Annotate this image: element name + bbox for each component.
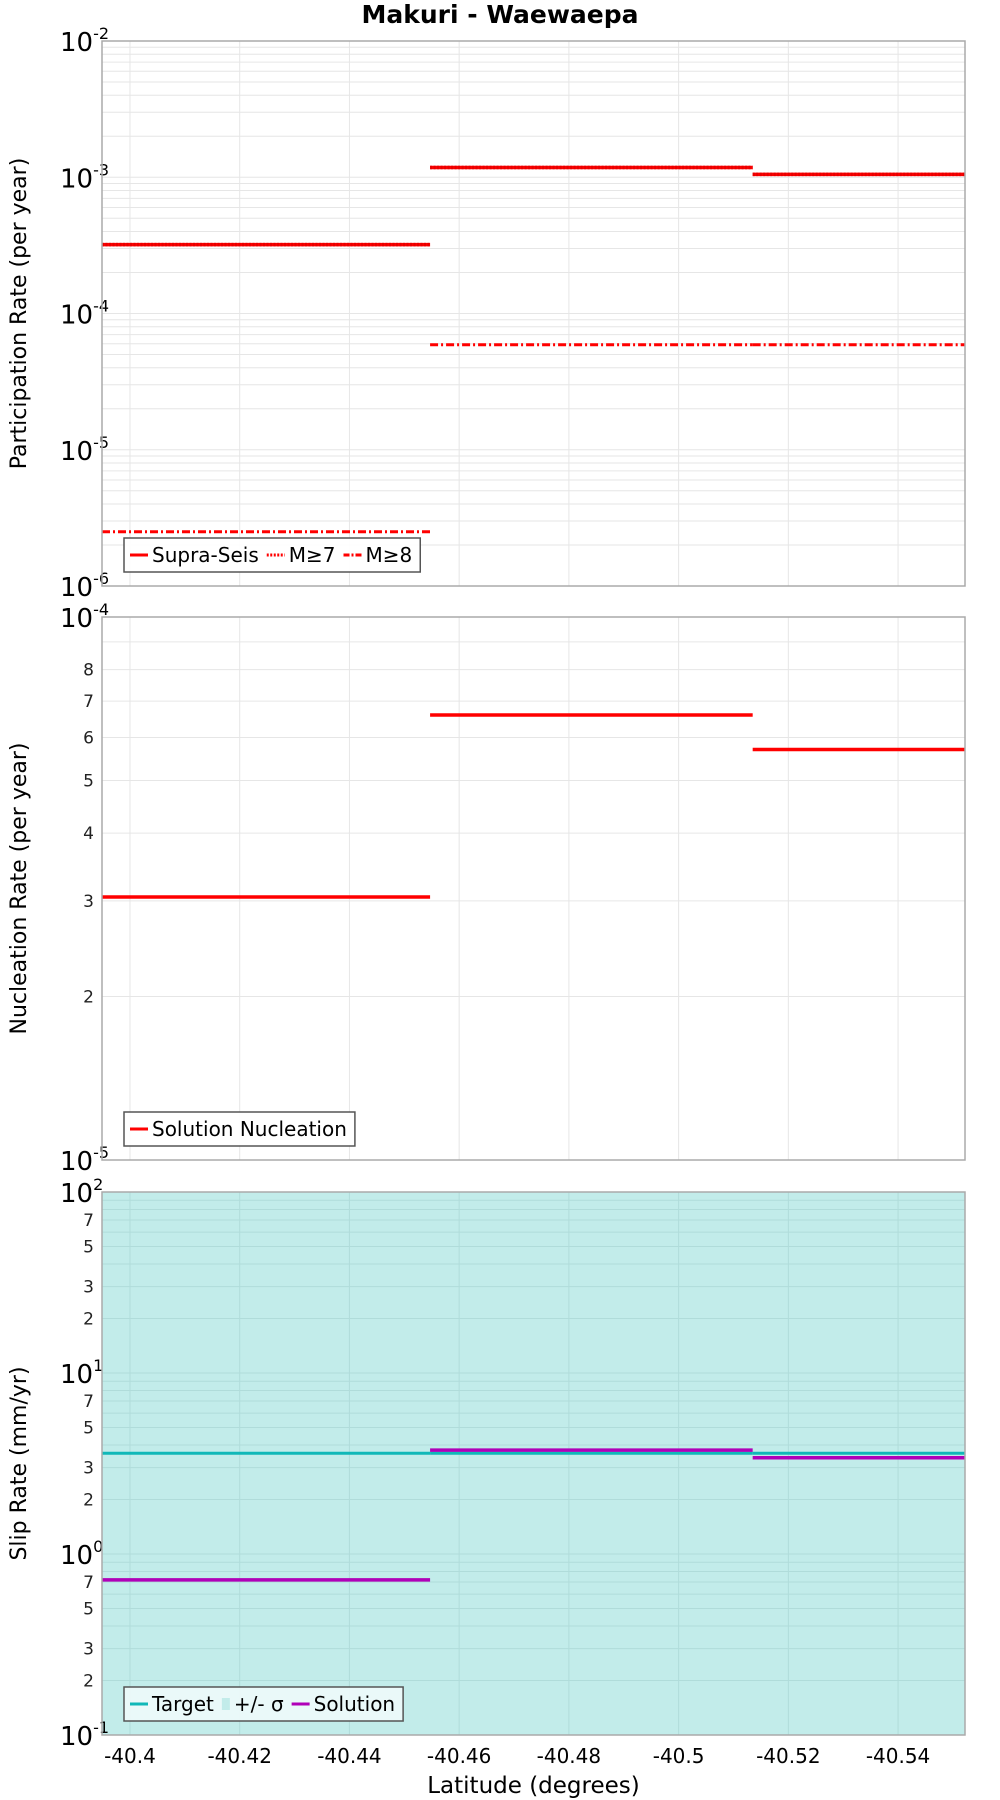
y-tick-label: 4 (83, 824, 94, 844)
y-tick-label: 2 (83, 1491, 94, 1511)
x-tick-label: -40.46 (427, 1744, 491, 1768)
y-axis-label: Nucleation Rate (per year) (7, 743, 32, 1035)
legend-label: Target (151, 1692, 214, 1716)
y-tick-label: 7 (83, 1392, 94, 1412)
y-tick-label: 6 (83, 728, 94, 748)
y-tick-label: 2 (83, 1672, 94, 1692)
participation-rate-panel: 10-2 10-3 10-4 10-5 10-6 Participation Rate (… (7, 24, 966, 603)
nucleation-rate-panel: 10-4 8 7 6 5 4 3 2 10-5 Nucleation Rate (per year… (7, 600, 966, 1177)
legend-label: Solution Nucleation (152, 1117, 347, 1141)
legend: Supra-Seis M≥7 M≥8 (123, 537, 421, 573)
y-tick-label: 5 (83, 1418, 94, 1438)
legend-box (123, 1111, 356, 1147)
plot-frame (101, 40, 966, 587)
y-tick-label: 10-5 (60, 1143, 109, 1177)
legend-label: Supra-Seis (152, 543, 259, 567)
plot-frame (101, 616, 966, 1161)
legend-label: +/- σ (234, 1692, 284, 1716)
x-axis-label: Latitude (degrees) (427, 1773, 640, 1799)
legend: Target +/- σ Solution (123, 1686, 404, 1722)
y-tick-label: 3 (83, 892, 94, 912)
legend-label: M≥8 (366, 543, 413, 567)
x-tick-label: -40.42 (207, 1744, 271, 1768)
y-tick-label: 3 (83, 1278, 94, 1298)
y-tick-label: 101 (60, 1356, 103, 1390)
x-tick-label: -40.5 (653, 1744, 705, 1768)
y-tick-label: 5 (83, 771, 94, 791)
y-tick-label: 7 (83, 1211, 94, 1231)
legend-box (123, 1686, 404, 1722)
x-tick-label: -40.4 (104, 1744, 156, 1768)
y-tick-label: 2 (83, 988, 94, 1008)
y-tick-label: 10-5 (60, 433, 109, 467)
sigma-band (102, 1192, 965, 1735)
legend-label: M≥7 (289, 543, 336, 567)
y-tick-label: 8 (83, 661, 94, 681)
y-axis-label: Participation Rate (per year) (7, 158, 32, 470)
x-tick-label: -40.54 (866, 1744, 930, 1768)
y-tick-label: 100 (60, 1537, 103, 1571)
y-tick-label: 10-3 (60, 160, 109, 194)
y-tick-label: 10-2 (60, 24, 109, 58)
y-tick-label: 10-4 (60, 600, 109, 634)
y-tick-label: 3 (83, 1459, 94, 1479)
x-tick-label: -40.48 (537, 1744, 601, 1768)
legend: Solution Nucleation (123, 1111, 356, 1147)
y-tick-label: 2 (83, 1310, 94, 1330)
y-tick-label: 3 (83, 1640, 94, 1660)
y-tick-label: 10-6 (60, 569, 109, 603)
y-tick-label: 5 (83, 1599, 94, 1619)
y-tick-label: 10-1 (60, 1718, 109, 1752)
y-tick-label: 5 (83, 1237, 94, 1257)
x-axis: -40.4 -40.42 -40.44 -40.46 -40.48 -40.5 -40.52… (104, 1744, 930, 1799)
y-tick-label: 7 (83, 1573, 94, 1593)
y-tick-label: 7 (83, 692, 94, 712)
x-tick-label: -40.52 (756, 1744, 820, 1768)
chart-title: Makuri - Waewaepa (361, 0, 639, 29)
y-tick-label: 102 (60, 1175, 103, 1209)
x-tick-label: -40.44 (317, 1744, 381, 1768)
y-axis-label: Slip Rate (mm/yr) (7, 1366, 32, 1560)
legend-label: Solution (314, 1692, 395, 1716)
y-tick-label: 10-4 (60, 297, 109, 331)
legend-swatch-band (221, 1698, 230, 1710)
plot-frame (101, 1191, 966, 1736)
